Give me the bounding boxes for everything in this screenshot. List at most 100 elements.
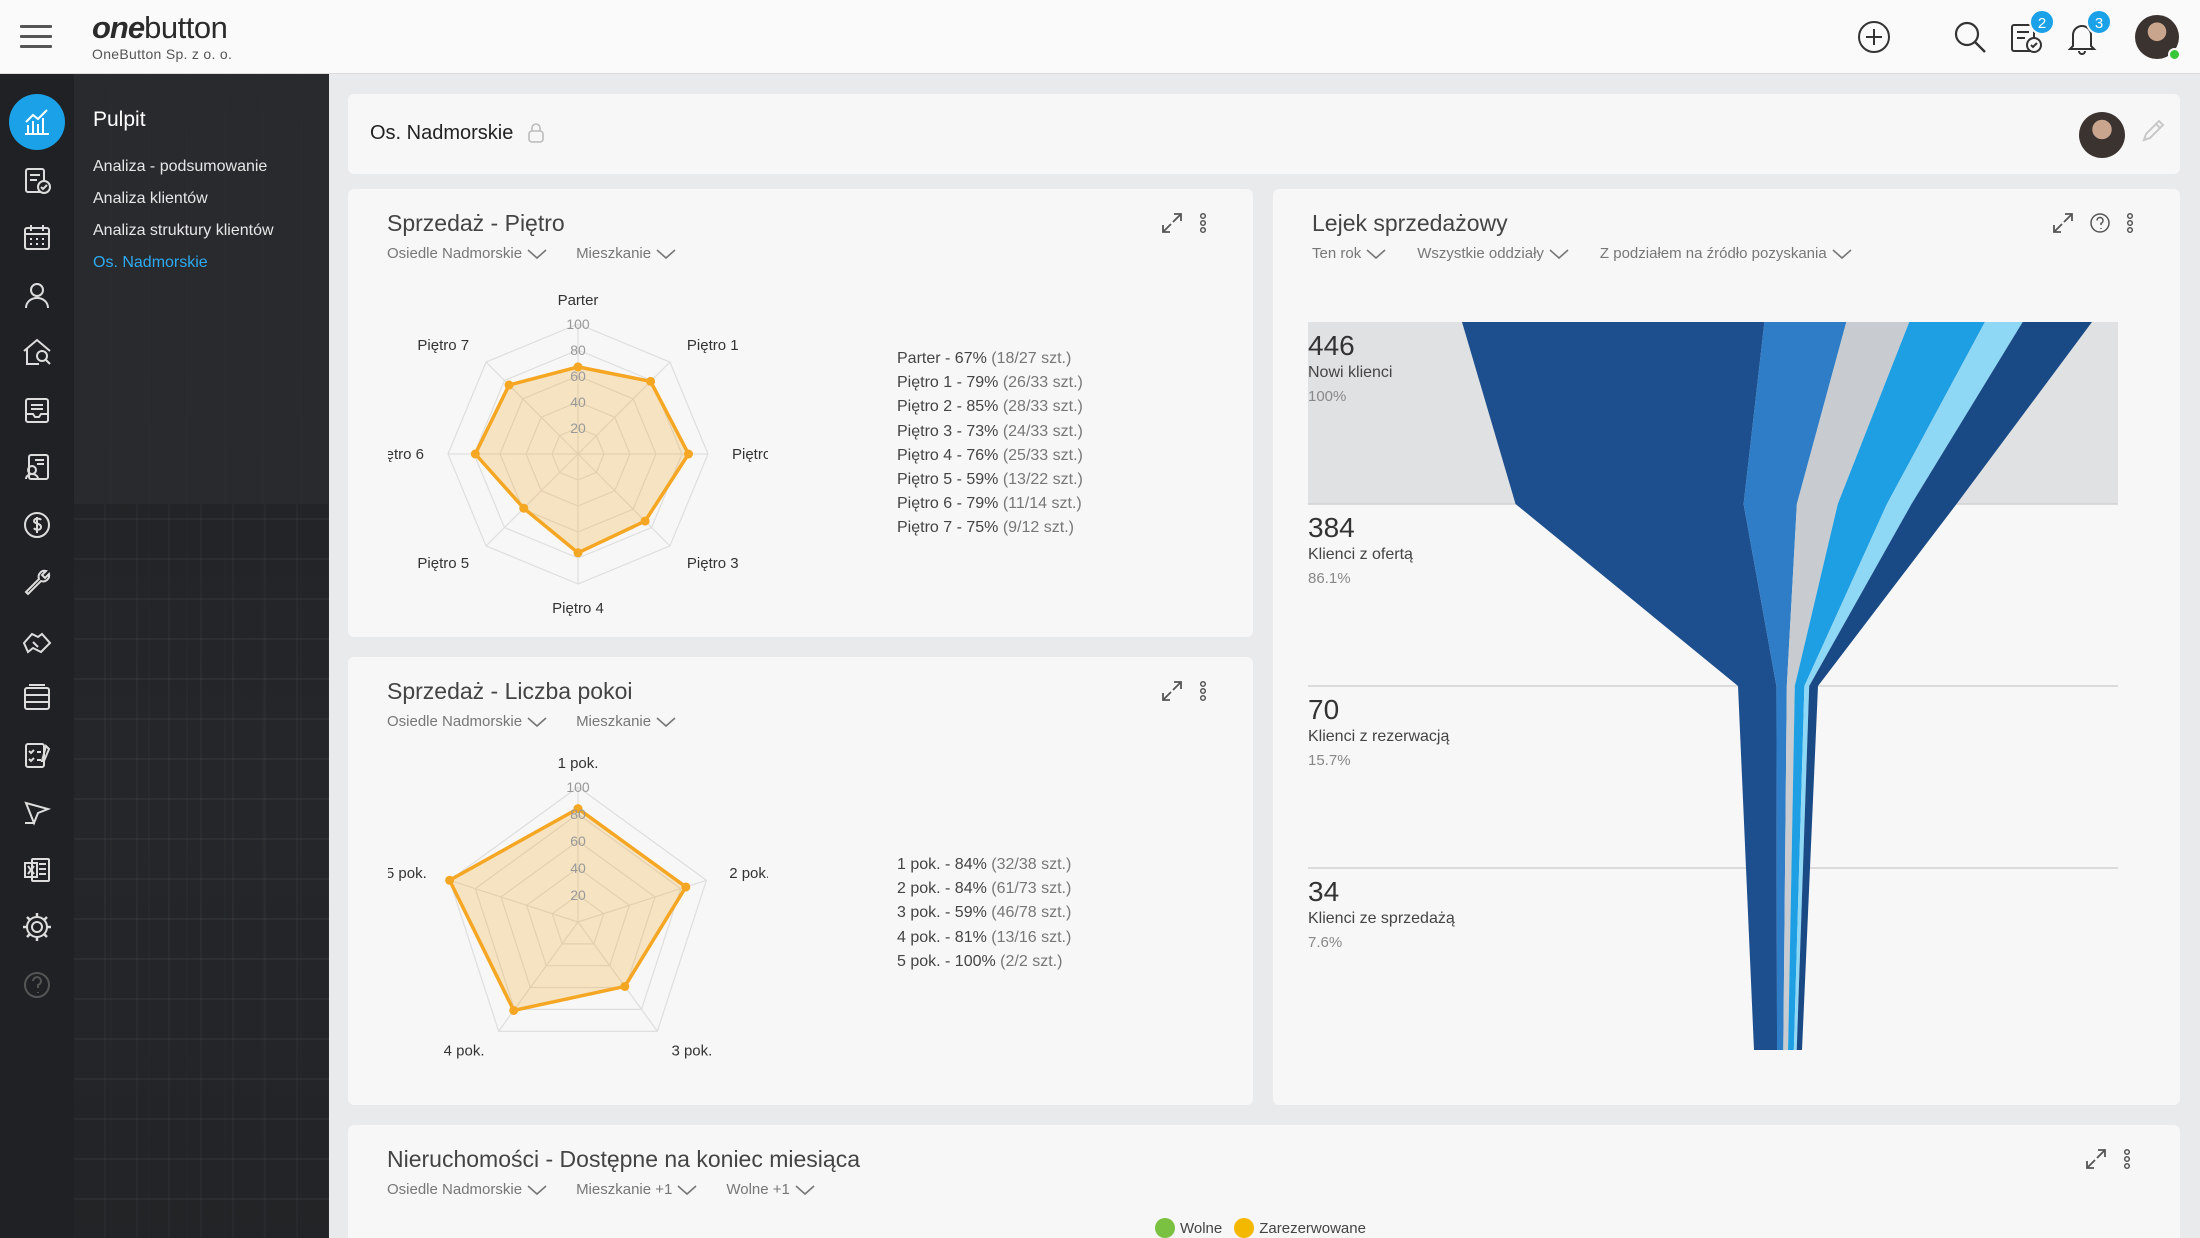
legend-count: (32/38 szt.) <box>991 856 1072 873</box>
contracts-icon[interactable] <box>9 439 65 495</box>
building-background <box>74 504 329 1238</box>
legend-dot <box>1155 1218 1175 1238</box>
radar-point[interactable] <box>640 516 650 526</box>
marketing-icon[interactable] <box>9 784 65 840</box>
dashboard-icon[interactable] <box>9 94 65 150</box>
funnel-source-stream[interactable] <box>1743 322 1847 1050</box>
inbox-icon[interactable] <box>9 382 65 438</box>
radar-point[interactable] <box>470 449 480 459</box>
expand-icon[interactable] <box>1160 211 1184 235</box>
checklist-icon[interactable] <box>9 727 65 783</box>
logo-light-text: button <box>144 10 228 45</box>
filter-source[interactable]: Z podziałem na źródło pozyskania <box>1600 245 1853 262</box>
chevron-down-icon <box>527 716 547 727</box>
subnav-link-summary[interactable]: Analiza - podsumowanie <box>93 158 268 175</box>
radar-axis <box>577 361 671 455</box>
filter-branches[interactable]: Wszystkie oddziały <box>1417 245 1570 262</box>
archive-icon[interactable] <box>9 669 65 725</box>
owner-avatar[interactable] <box>2079 112 2125 158</box>
radar-point[interactable] <box>646 376 656 386</box>
expand-icon[interactable] <box>2051 211 2075 235</box>
more-options-icon[interactable] <box>1198 679 1208 703</box>
tasks-badge: 2 <box>2029 9 2055 35</box>
funnel-source-stream[interactable] <box>1793 322 2023 1050</box>
chevron-down-icon <box>656 716 676 727</box>
radar-point[interactable] <box>573 362 583 372</box>
legend-label: Wolne <box>1180 1220 1223 1237</box>
menu-icon[interactable] <box>20 25 52 49</box>
expand-icon[interactable] <box>1160 679 1184 703</box>
more-options-icon[interactable] <box>2125 211 2135 235</box>
legend-label: Zarezerwowane <box>1259 1220 1366 1237</box>
chevron-down-icon <box>1832 248 1852 259</box>
rooms-sales-card: Sprzedaż - Liczba pokoi Osiedle Nadmorsk… <box>348 657 1253 1105</box>
help-icon[interactable] <box>2089 212 2111 234</box>
radar-axis <box>449 879 579 923</box>
radar-point[interactable] <box>573 804 583 814</box>
radar-point[interactable] <box>504 380 514 390</box>
settings-icon[interactable] <box>9 899 65 955</box>
filter-type[interactable]: Mieszkanie +1 <box>576 1181 698 1198</box>
offers-icon[interactable] <box>9 152 65 208</box>
filter-estate[interactable]: Osiedle Nadmorskie <box>387 713 548 730</box>
subnav-link-clients[interactable]: Analiza klientów <box>93 190 208 207</box>
radar-category-label: 3 pok. <box>671 1043 712 1060</box>
radar-category-label: 5 pok. <box>388 865 427 882</box>
logo[interactable]: onebutton OneButton Sp. z o. o. <box>92 10 233 63</box>
filter-estate[interactable]: Osiedle Nadmorskie <box>387 245 548 262</box>
subnav-link-structure[interactable]: Analiza struktury klientów <box>93 222 274 239</box>
more-options-icon[interactable] <box>2122 1147 2132 1171</box>
funnel-source-stream[interactable] <box>1788 322 1985 1050</box>
handshake-icon[interactable] <box>9 612 65 668</box>
more-options-icon[interactable] <box>1198 211 1208 235</box>
search-icon[interactable] <box>1950 17 1990 57</box>
tasks-icon[interactable]: 2 <box>2005 9 2055 57</box>
add-icon[interactable] <box>1854 17 1894 57</box>
radar-category-label: Piętro 2 <box>732 446 768 463</box>
subnav-link-nadmorskie[interactable]: Os. Nadmorskie <box>93 254 208 271</box>
edit-icon[interactable] <box>2138 116 2168 151</box>
legend-item: Piętro 6 - 79% (11/14 szt.) <box>897 492 1083 516</box>
radar-point[interactable] <box>445 875 455 885</box>
radar-point[interactable] <box>519 503 529 513</box>
legend-label: Piętro 1 - 79% <box>897 374 1003 392</box>
finance-icon[interactable] <box>9 497 65 553</box>
radar-category-label: Piętro 1 <box>687 337 739 354</box>
filter-type[interactable]: Mieszkanie <box>576 713 677 730</box>
legend-label: Piętro 3 - 73% <box>897 422 1003 440</box>
excel-export-icon[interactable] <box>9 842 65 898</box>
property-search-icon[interactable] <box>9 324 65 380</box>
help-icon[interactable] <box>9 957 65 1013</box>
tools-icon[interactable] <box>9 554 65 610</box>
radar-point[interactable] <box>684 449 693 459</box>
stage-label: Klienci z ofertą <box>1308 546 1413 563</box>
radar-point[interactable] <box>573 548 583 558</box>
legend-count: (61/73 szt.) <box>991 880 1072 898</box>
filter-estate[interactable]: Osiedle Nadmorskie <box>387 1181 548 1198</box>
expand-icon[interactable] <box>2084 1147 2108 1171</box>
company-name: OneButton Sp. z o. o. <box>92 46 233 62</box>
lock-icon[interactable] <box>526 121 546 150</box>
notifications-icon[interactable]: 3 <box>2062 9 2112 57</box>
stage-value: 34 <box>1308 876 1340 907</box>
user-avatar[interactable] <box>2135 15 2181 61</box>
filter-period[interactable]: Ten rok <box>1312 245 1387 262</box>
radar-point[interactable] <box>620 981 630 991</box>
radar-point[interactable] <box>681 882 691 892</box>
funnel-source-stream[interactable] <box>1462 322 1778 1050</box>
floor-legend: Parter - 67% (18/27 szt.) Piętro 1 - 79% … <box>897 347 1083 541</box>
rooms-radar-chart: 20 40 60 80 100 1 pok. 2 pok. 3 pok. 4 pok. 5 pok… <box>388 755 768 1060</box>
funnel-source-stream[interactable] <box>1783 322 1910 1050</box>
calendar-icon[interactable] <box>9 209 65 265</box>
user-icon[interactable] <box>9 267 65 323</box>
filter-status[interactable]: Wolne +1 <box>726 1181 816 1198</box>
filter-type[interactable]: Mieszkanie <box>576 245 677 262</box>
funnel-source-stream[interactable] <box>1796 322 2092 1050</box>
legend-item: 2 pok. - 84% (61/73 szt.) <box>897 877 1071 901</box>
legend-item-reserved[interactable]: Zarezerwowane <box>1234 1218 1366 1238</box>
radar-point[interactable] <box>509 1005 519 1015</box>
radar-category-label: Piętro 4 <box>552 600 604 617</box>
radar-series-area <box>447 806 688 1013</box>
legend-item-free[interactable]: Wolne <box>1155 1218 1222 1238</box>
legend-count: (9/12 szt.) <box>1002 519 1074 537</box>
